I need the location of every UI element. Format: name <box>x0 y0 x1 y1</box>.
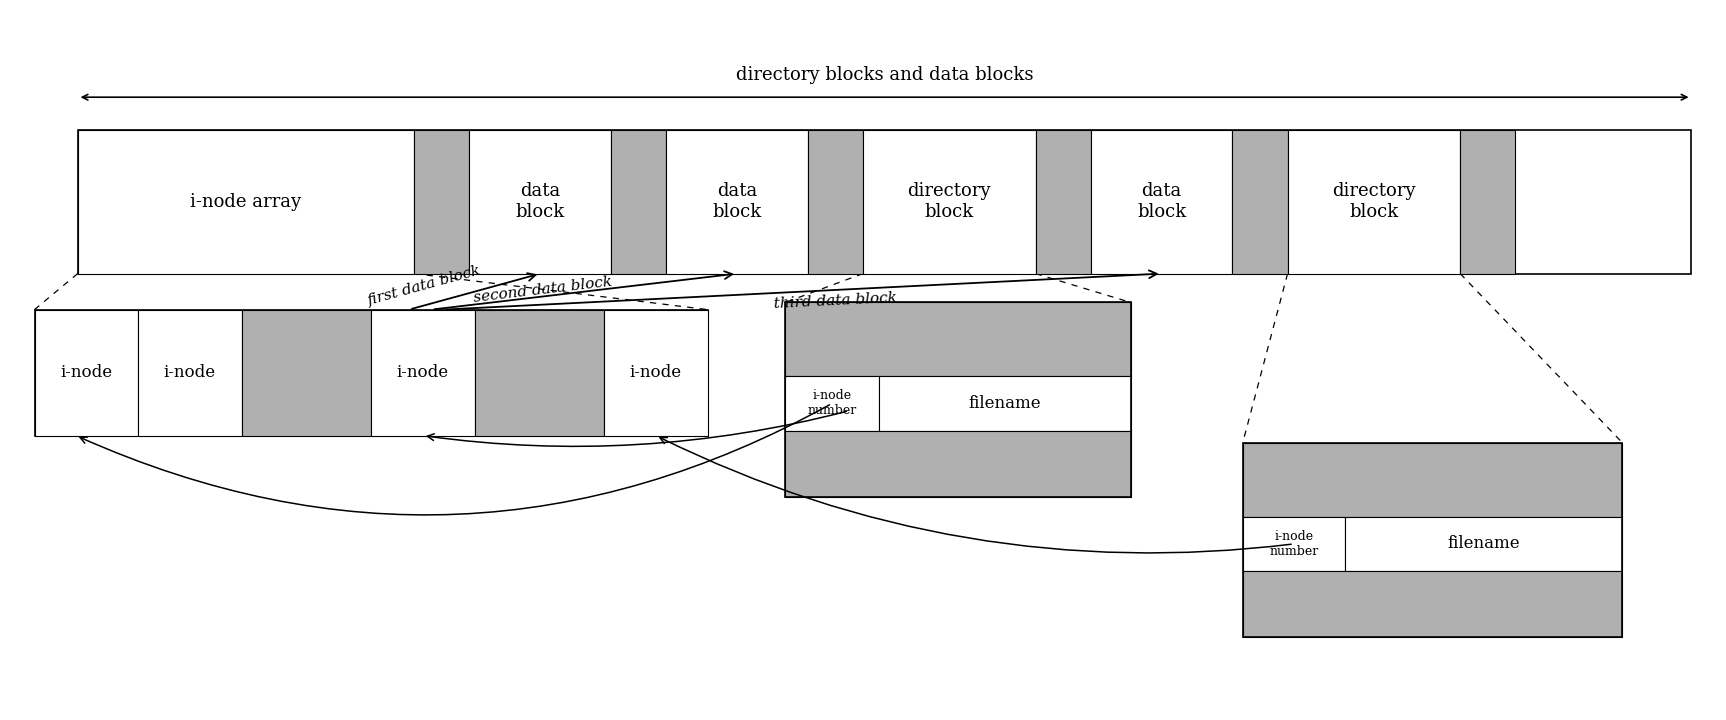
Bar <box>604 310 708 436</box>
Bar <box>1460 130 1515 274</box>
Text: directory
block: directory block <box>908 182 991 221</box>
Bar <box>242 310 371 436</box>
Bar <box>1036 130 1091 274</box>
Bar <box>863 130 1036 274</box>
Bar <box>414 130 469 274</box>
Text: i-node: i-node <box>630 364 682 381</box>
Text: i-node: i-node <box>60 364 112 381</box>
Bar <box>1232 130 1288 274</box>
Bar <box>1243 517 1345 571</box>
Bar <box>35 310 708 436</box>
Text: filename: filename <box>1448 536 1521 552</box>
Text: i-node array: i-node array <box>190 192 302 210</box>
Bar <box>138 310 242 436</box>
Bar <box>1091 130 1232 274</box>
Bar <box>785 377 879 431</box>
Text: data
block: data block <box>516 182 564 221</box>
Bar <box>475 310 604 436</box>
Text: filename: filename <box>968 395 1041 412</box>
Text: i-node: i-node <box>164 364 216 381</box>
Bar <box>611 130 666 274</box>
Text: i-node: i-node <box>397 364 449 381</box>
Text: first data block: first data block <box>366 264 483 308</box>
Bar <box>1243 571 1622 637</box>
Bar <box>1345 517 1622 571</box>
Text: second data block: second data block <box>473 275 613 305</box>
Bar <box>666 130 808 274</box>
Bar <box>78 130 414 274</box>
Text: i-node
number: i-node number <box>808 390 856 418</box>
Bar <box>1243 443 1622 517</box>
Text: data
block: data block <box>713 182 761 221</box>
Bar <box>785 431 1131 497</box>
Bar <box>879 377 1131 431</box>
Bar <box>785 302 1131 497</box>
Bar <box>1243 443 1622 637</box>
Bar <box>371 310 475 436</box>
Bar <box>35 310 138 436</box>
Text: third data block: third data block <box>773 291 898 310</box>
Text: directory
block: directory block <box>1332 182 1415 221</box>
Text: data
block: data block <box>1137 182 1186 221</box>
Bar <box>469 130 611 274</box>
Text: i-node
number: i-node number <box>1269 530 1319 558</box>
Text: directory blocks and data blocks: directory blocks and data blocks <box>735 66 1034 84</box>
Bar <box>808 130 863 274</box>
Bar <box>785 302 1131 377</box>
Bar <box>1288 130 1460 274</box>
Bar <box>78 130 1691 274</box>
